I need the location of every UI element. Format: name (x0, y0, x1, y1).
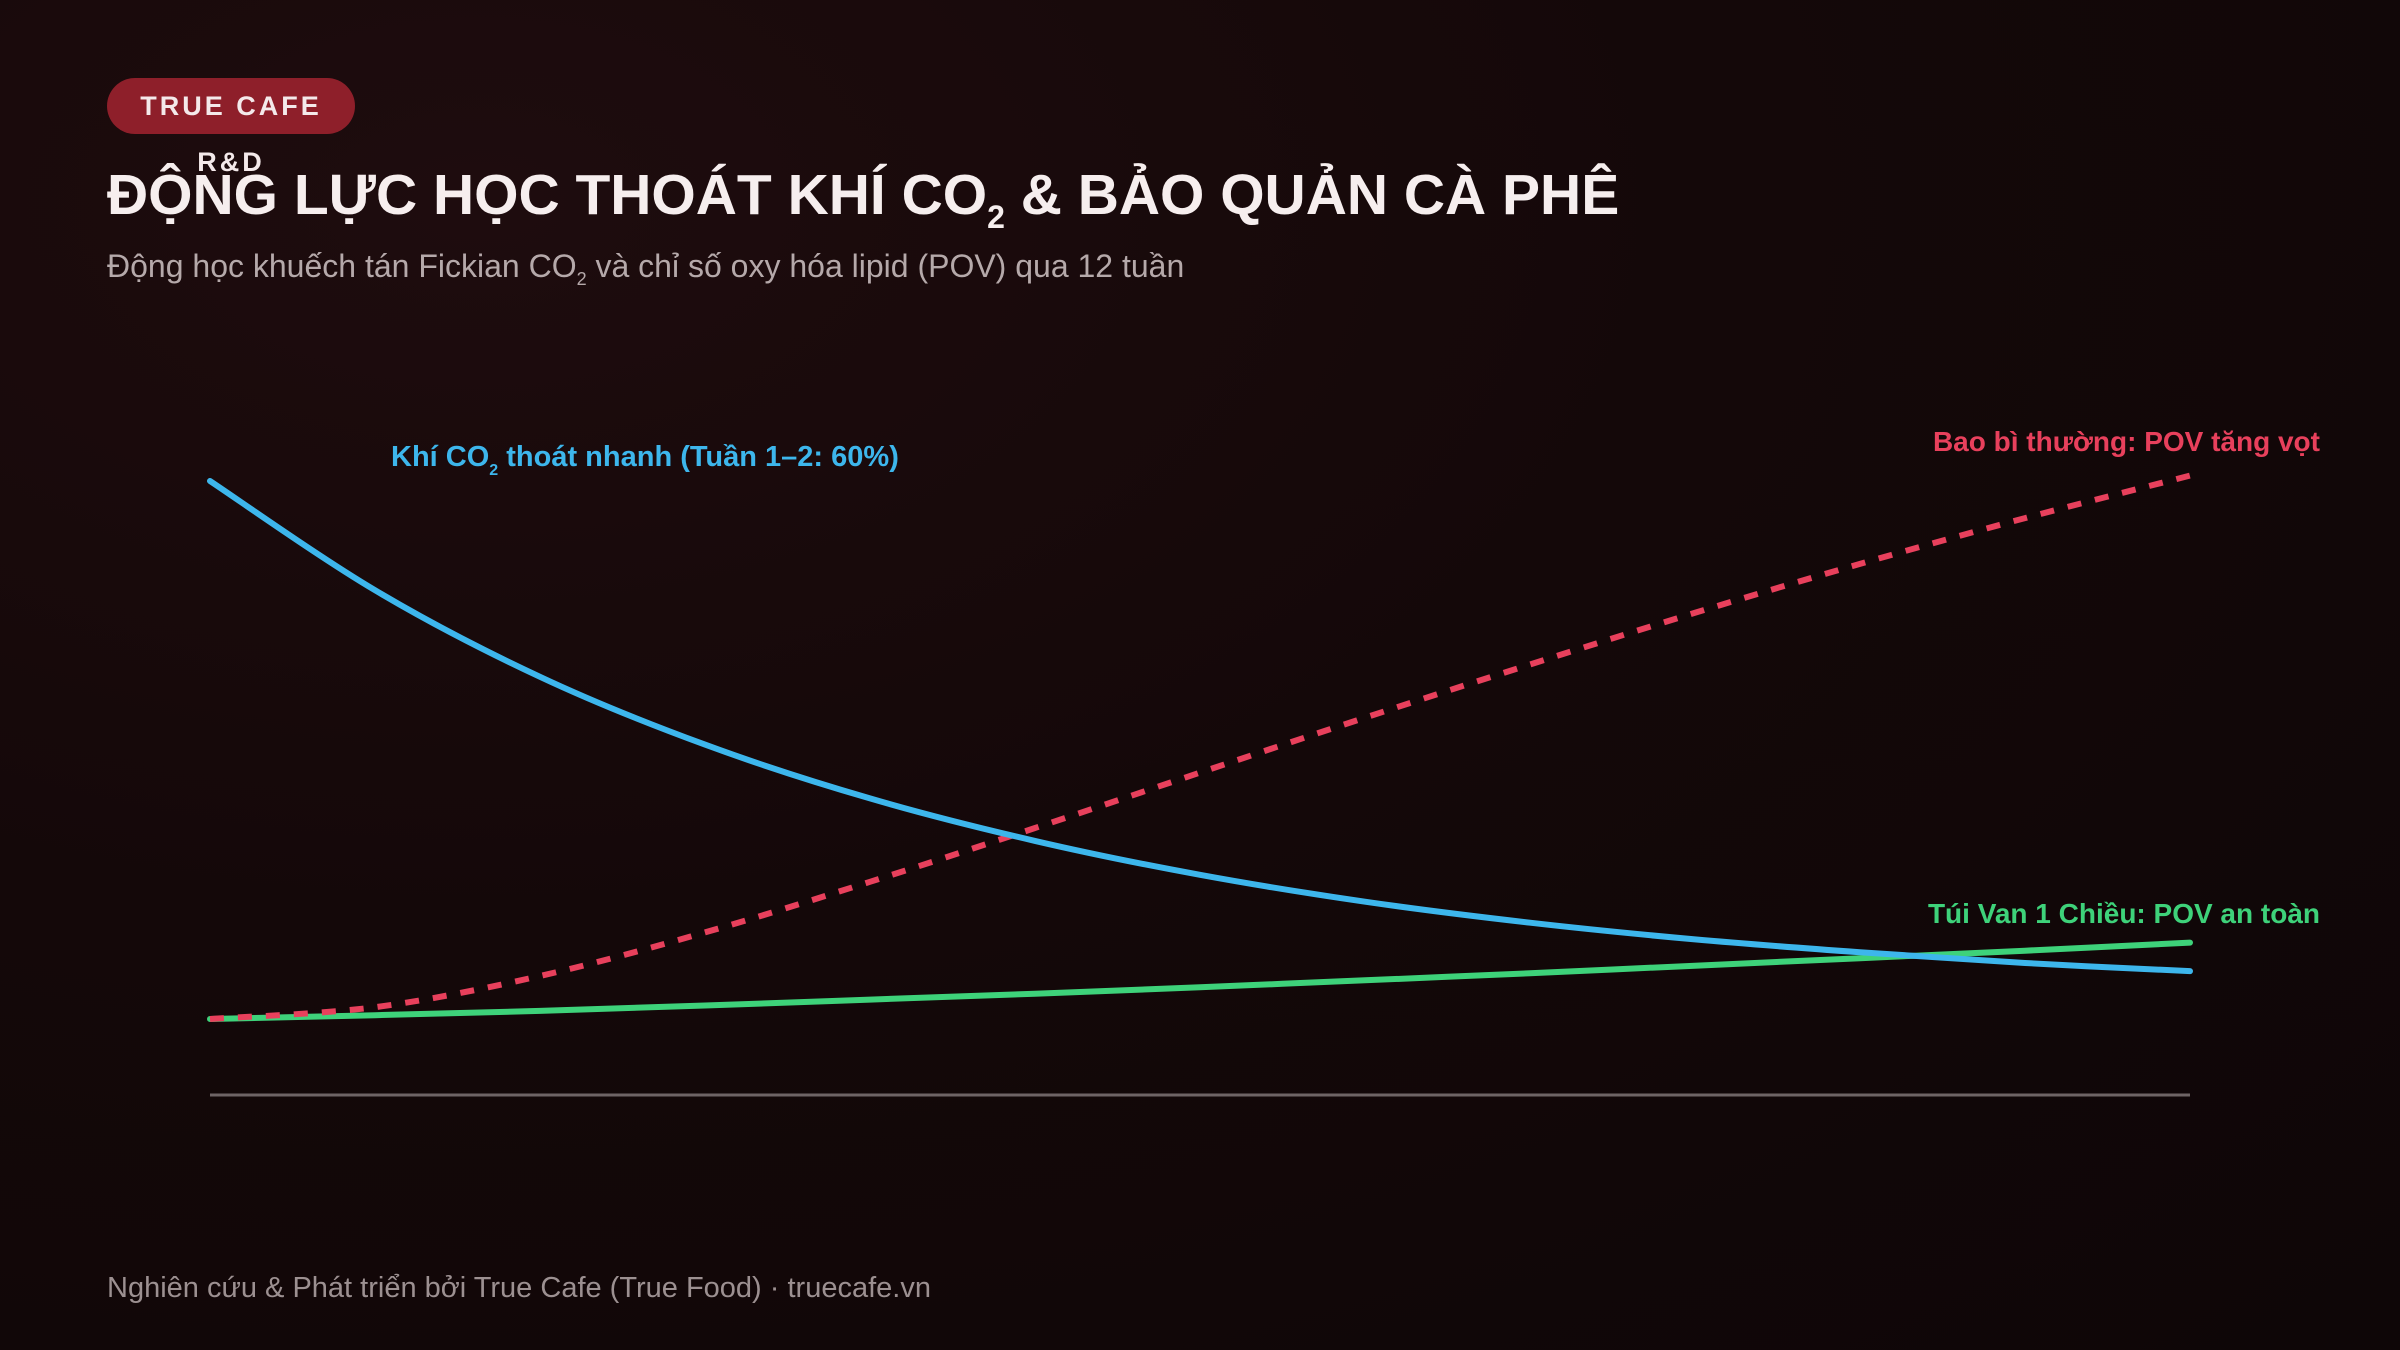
series-label-pov-normal: Bao bì thường: POV tăng vọt (1933, 426, 2320, 457)
subtitle-subscript: 2 (576, 269, 587, 289)
brand-badge: TRUE CAFE R&D (107, 78, 355, 177)
subtitle-text-after: và chỉ số oxy hóa lipid (POV) qua 12 tuầ… (586, 248, 1185, 284)
series-line-co2 (207, 478, 2193, 975)
series-label-pov-valve: Túi Van 1 Chiều: POV an toàn (1928, 898, 2320, 929)
title-text-after: & BẢO QUẢN CÀ PHÊ (1004, 163, 1620, 227)
series-label-co2: Khí CO2 thoát nhanh (Tuần 1–2: 60%) (391, 441, 899, 479)
page-title: ĐỘNG LỰC HỌC THOÁT KHÍ CO2 & BẢO QUẢN CÀ… (107, 160, 1620, 233)
series-line-pov-normal (209, 472, 2191, 1022)
title-subscript: 2 (987, 199, 1005, 235)
co2-label-before: Khí CO (391, 441, 489, 473)
series-line-pov-valve (207, 939, 2193, 1022)
co2-label-subscript: 2 (489, 462, 498, 479)
subtitle-text-before: Động học khuếch tán Fickian CO (107, 248, 577, 284)
page-subtitle: Động học khuếch tán Fickian CO2 và chỉ s… (107, 244, 1184, 288)
title-text-before: ĐỘNG LỰC HỌC THOÁT KHÍ CO (107, 163, 988, 227)
footer-credit: Nghiên cứu & Phát triển bởi True Cafe (T… (107, 1272, 931, 1304)
co2-label-after: thoát nhanh (Tuần 1–2: 60%) (498, 441, 899, 473)
